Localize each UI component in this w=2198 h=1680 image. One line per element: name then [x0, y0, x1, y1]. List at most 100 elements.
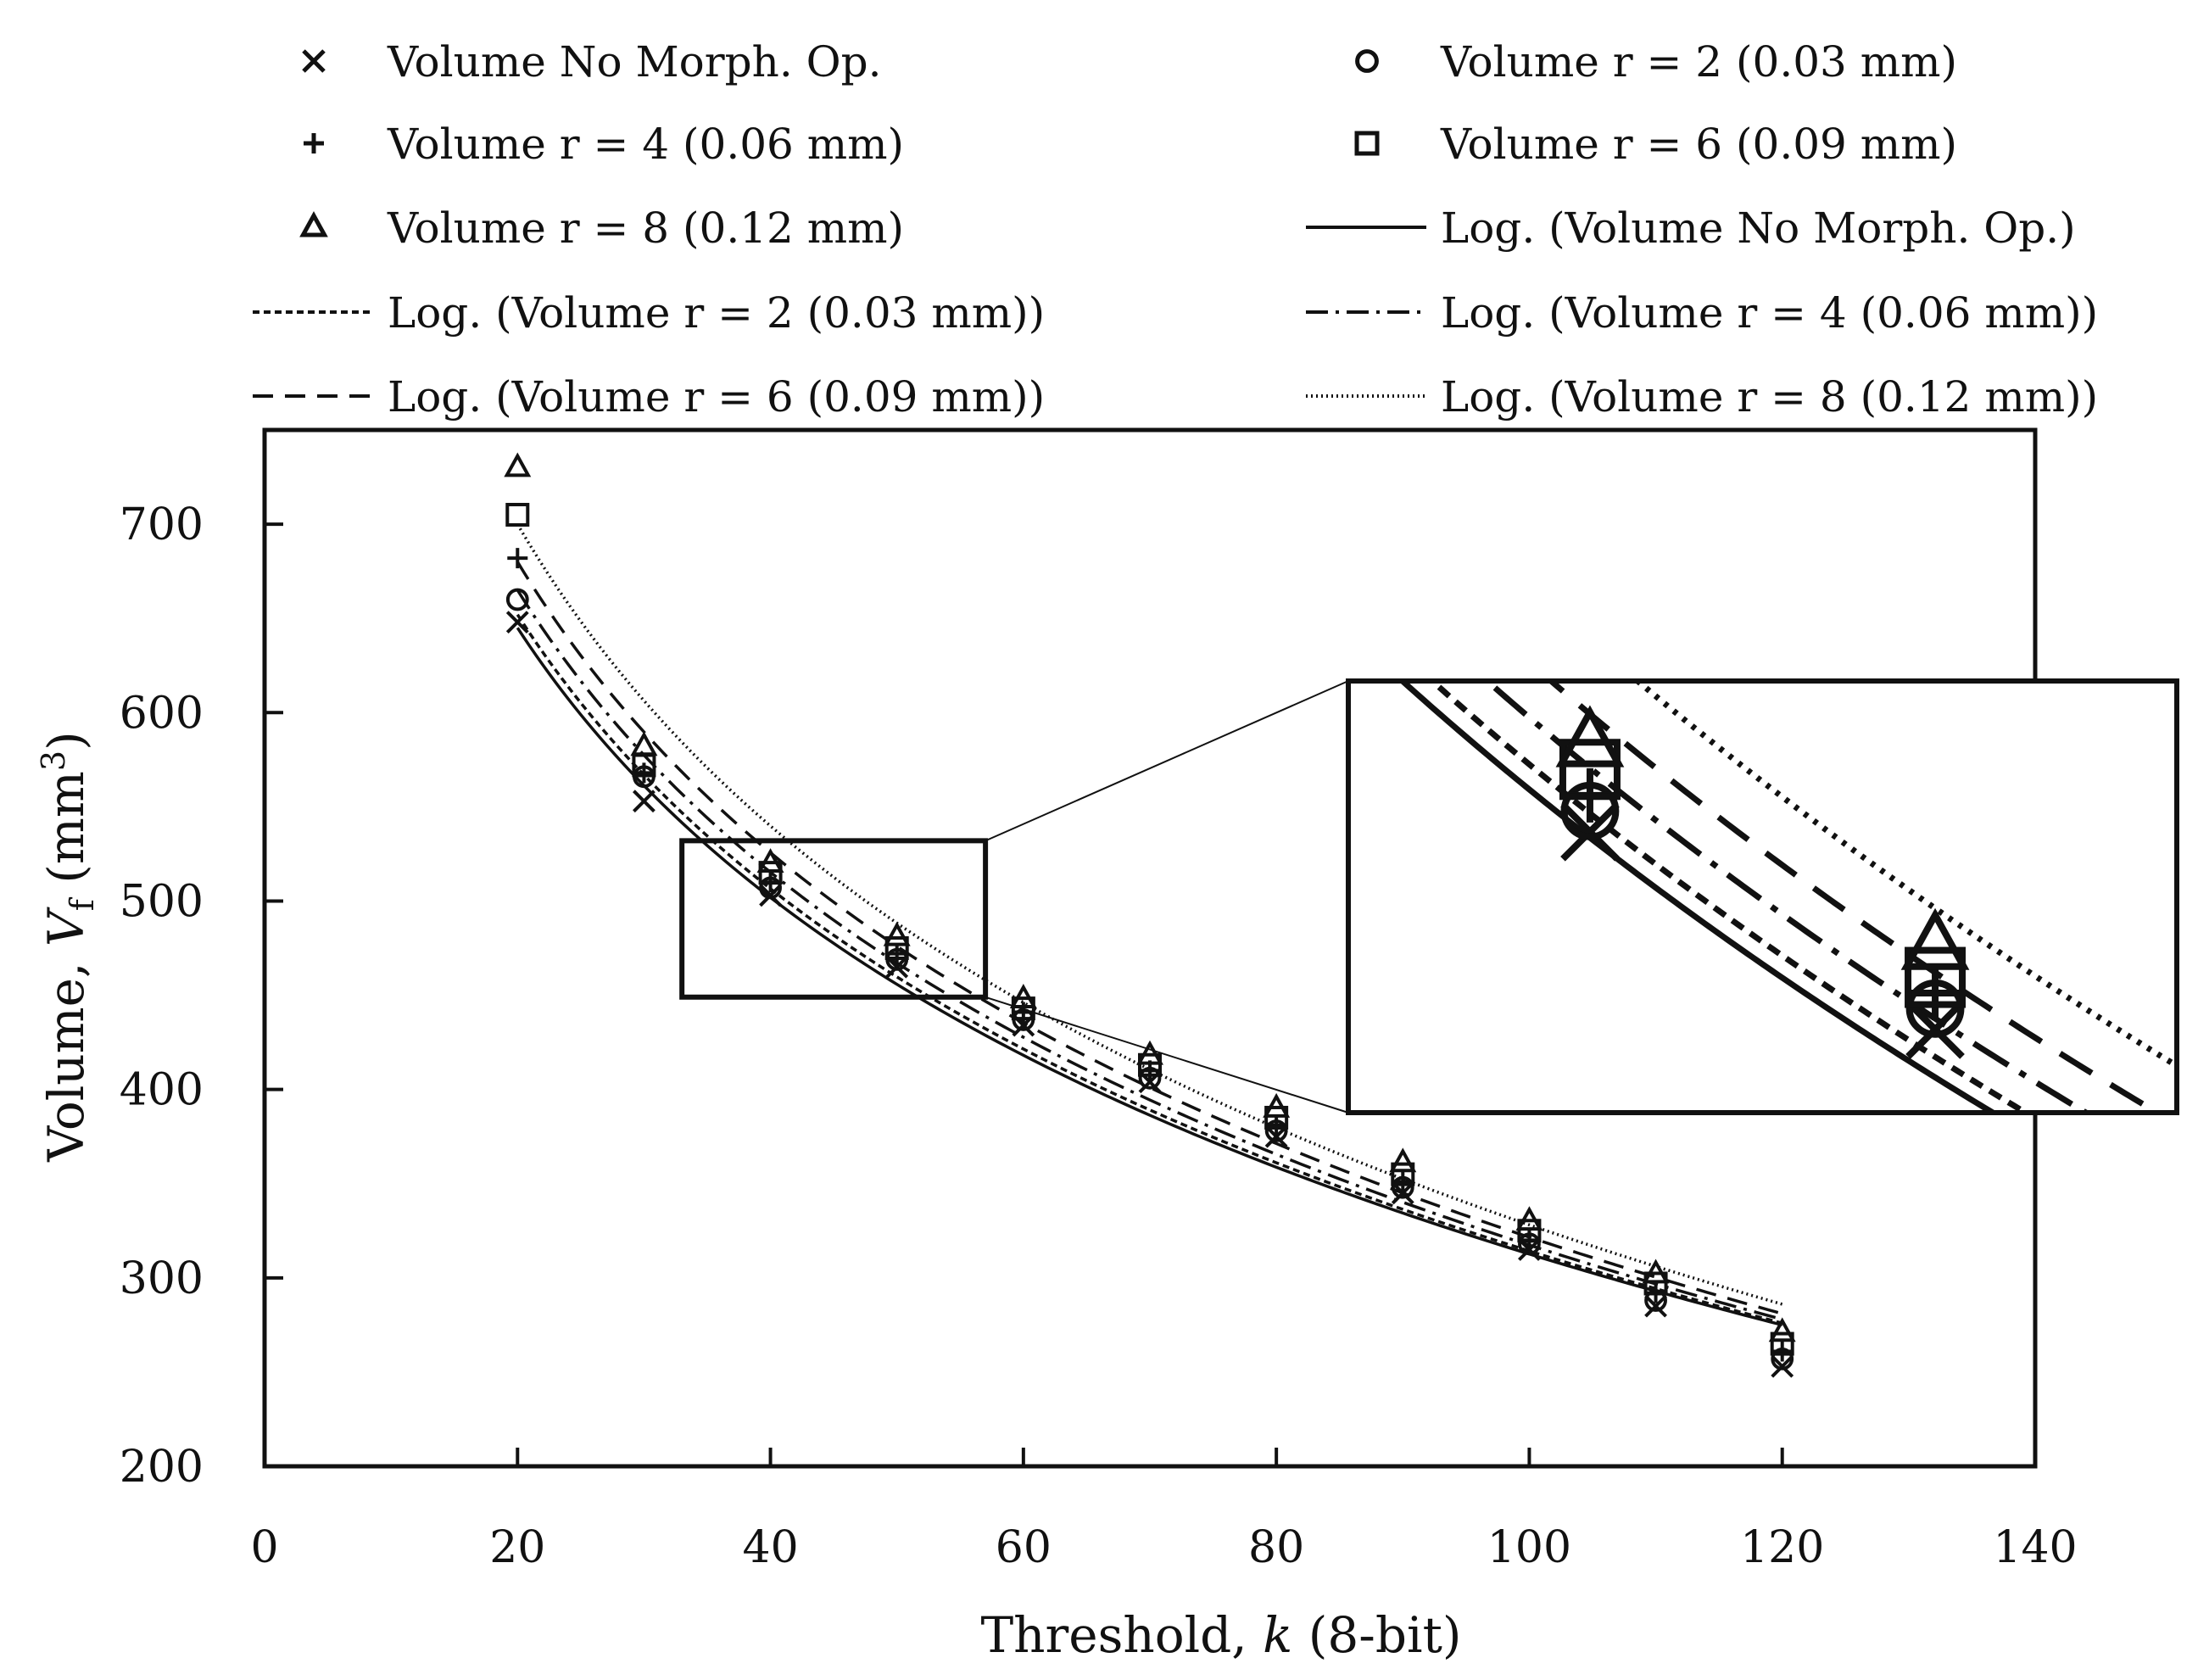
- data-point: [884, 936, 909, 960]
- data-point: [1263, 1092, 1291, 1118]
- inset-data-point: [1908, 965, 1963, 1020]
- legend-entry-volume-r-2-0-03-mm: Volume r = 2 (0.03 mm): [1355, 37, 1957, 87]
- x-tick-label: 80: [1248, 1522, 1304, 1573]
- data-point: [883, 921, 911, 946]
- inset-content: [1400, 684, 2174, 1110]
- y-tick-label: 500: [120, 876, 204, 927]
- data-point: [504, 452, 532, 477]
- inset-data-point: [1560, 802, 1620, 862]
- y-axis-label: Volume, Vf (mm3): [35, 731, 101, 1162]
- inset-series-volume-r-8-0-12-mm: [1555, 705, 1970, 970]
- y-tick-label: 200: [120, 1442, 204, 1493]
- data-point: [630, 731, 658, 756]
- legend-entry-volume-r-8-0-12-mm: Volume r = 8 (0.12 mm): [299, 204, 904, 253]
- data-point: [886, 943, 907, 964]
- legend-label: Volume r = 8 (0.12 mm): [387, 204, 904, 253]
- data-point: [759, 884, 782, 907]
- legend-plus-icon: [304, 133, 324, 153]
- data-point: [1768, 1317, 1796, 1342]
- legend-label: Volume r = 6 (0.09 mm): [1440, 120, 1957, 169]
- legend-label: Log. (Volume No Morph. Op.): [1441, 204, 2076, 253]
- data-point: [505, 611, 529, 634]
- legend-label: Volume r = 4 (0.06 mm): [387, 120, 904, 169]
- x-tick-label: 140: [1993, 1522, 2077, 1573]
- y-tick-label: 700: [120, 500, 204, 550]
- data-point: [1264, 1125, 1288, 1148]
- data-point: [1644, 1294, 1667, 1318]
- data-point: [633, 790, 655, 813]
- data-point: [1515, 1206, 1543, 1231]
- data-point: [1771, 1354, 1794, 1378]
- data-point: [1136, 1040, 1163, 1065]
- legend-triangle-icon: [299, 211, 328, 237]
- trendline-log-volume-r-6-0-09-mm: [516, 561, 1783, 1315]
- x-tick-label: 60: [996, 1522, 1052, 1573]
- inset-data-point: [1900, 907, 1970, 970]
- inset-data-point: [1555, 705, 1625, 767]
- inset-trendline-log-volume-r-6-0-09-mm: [1549, 684, 2159, 1110]
- legend-x-icon: [302, 49, 326, 73]
- data-point: [1011, 996, 1035, 1021]
- zoom-connector-bottom: [985, 996, 1349, 1113]
- data-point: [505, 588, 529, 611]
- legend-entry-volume-no-morph-op: Volume No Morph. Op.: [302, 37, 882, 87]
- inset-series-volume-no-morph-op: [1560, 802, 1965, 1059]
- zoom-connector-top: [985, 680, 1349, 842]
- inset-trendline-log-volume-no-morph-op: [1400, 684, 1994, 1110]
- data-point: [1389, 1147, 1417, 1173]
- legend-label: Volume r = 2 (0.03 mm): [1440, 37, 1957, 87]
- inset-connectors: [985, 680, 1349, 1113]
- legend-entry-log-volume-r-6-0-09-mm: Log. (Volume r = 6 (0.09 mm)): [253, 372, 1045, 421]
- series-volume-r-6-0-09-mm: [505, 502, 1794, 1356]
- zoom-inset: [1346, 678, 2179, 1115]
- data-point: [1266, 1114, 1287, 1136]
- legend-label: Log. (Volume r = 4 (0.06 mm)): [1441, 288, 2098, 338]
- legend-entry-log-volume-no-morph-op: Log. (Volume No Morph. Op.): [1306, 204, 2076, 253]
- y-tick-label: 300: [120, 1253, 204, 1304]
- plot-area: [504, 452, 1796, 1378]
- data-point: [758, 861, 783, 885]
- legend-label: Log. (Volume r = 6 (0.09 mm)): [388, 372, 1045, 421]
- data-point: [1517, 1219, 1542, 1243]
- legend-entry-log-volume-r-4-0-06-mm: Log. (Volume r = 4 (0.06 mm)): [1306, 288, 2098, 338]
- data-point: [1009, 984, 1037, 1008]
- data-point: [1770, 1331, 1794, 1356]
- x-tick-label: 40: [742, 1522, 798, 1573]
- legend-entry-volume-r-4-0-06-mm: Volume r = 4 (0.06 mm): [304, 120, 904, 169]
- legend-label: Log. (Volume r = 8 (0.12 mm)): [1441, 372, 2098, 421]
- legend-square-icon: [1354, 131, 1380, 156]
- legend-entry-log-volume-r-8-0-12-mm: Log. (Volume r = 8 (0.12 mm)): [1306, 372, 2098, 421]
- legend-label: Log. (Volume r = 2 (0.03 mm)): [388, 288, 1045, 338]
- legend-entry-volume-r-6-0-09-mm: Volume r = 6 (0.09 mm): [1354, 120, 1957, 169]
- inset-data-point: [1559, 739, 1621, 801]
- inset-trendline-log-volume-r-2-0-03-mm: [1431, 684, 2028, 1110]
- zoom-region-box: [679, 838, 989, 1000]
- data-point: [1391, 1181, 1414, 1205]
- inset-series-volume-r-6-0-09-mm: [1559, 739, 1966, 1008]
- data-point: [1643, 1271, 1668, 1296]
- data-point: [633, 762, 655, 784]
- axes: 0 20 40 60 80 100 120 140 200 300 400 500 600 700: [120, 427, 2078, 1573]
- data-point: [507, 548, 528, 569]
- data-point: [885, 955, 909, 979]
- legend: Volume No Morph. Op. Volume r = 2 (0.03 m…: [253, 37, 2098, 421]
- legend-circle-icon: [1355, 49, 1379, 73]
- legend-label: Volume No Morph. Op.: [387, 37, 882, 87]
- x-tick-label: 120: [1740, 1522, 1824, 1573]
- trendline-log-volume-r-4-0-06-mm: [516, 589, 1783, 1321]
- data-point: [756, 848, 784, 873]
- data-point: [1771, 1341, 1793, 1362]
- x-axis-label: Threshold, k (8-bit): [980, 1606, 1461, 1664]
- inset-data-point: [1905, 1000, 1965, 1059]
- y-tick-label: 600: [120, 688, 204, 739]
- axis-labels: Threshold, k (8-bit) Volume, Vf (mm3): [35, 731, 1462, 1664]
- series-volume-r-8-0-12-mm: [504, 452, 1796, 1342]
- data-point: [505, 502, 530, 527]
- legend-entry-log-volume-r-2-0-03-mm: Log. (Volume r = 2 (0.03 mm)): [253, 288, 1045, 338]
- data-point: [1138, 1052, 1162, 1077]
- x-tick-label: 20: [489, 1522, 545, 1573]
- data-point: [1391, 1162, 1415, 1186]
- x-tick-label: 100: [1487, 1522, 1571, 1573]
- trendline-log-volume-no-morph-op: [516, 627, 1783, 1327]
